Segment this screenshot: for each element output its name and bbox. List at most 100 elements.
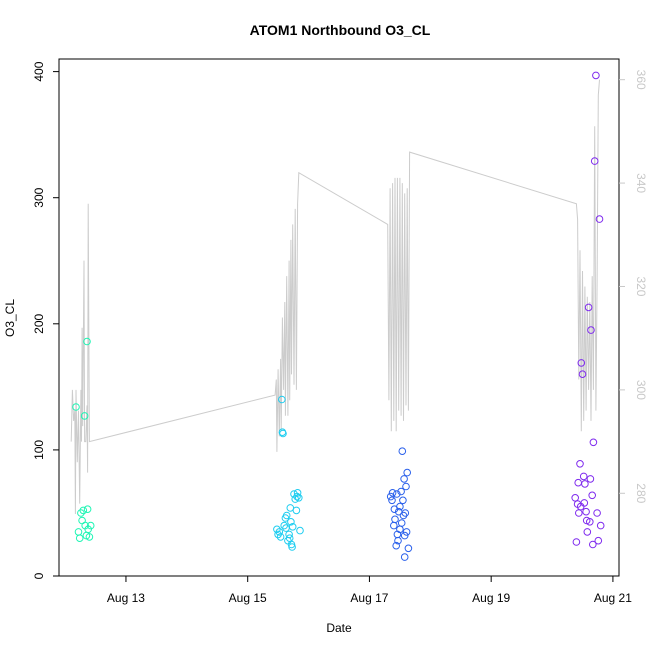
- data-point: [577, 359, 586, 367]
- data-point: [392, 541, 401, 550]
- data-point: [594, 536, 603, 545]
- data-point: [596, 521, 605, 530]
- x-axis: Aug 13 Aug 15 Aug 17 Aug 19 Aug 21: [107, 576, 632, 605]
- data-point: [77, 509, 85, 517]
- data-point: [75, 534, 84, 543]
- data-point: [86, 521, 95, 530]
- x-tick-label: Aug 17: [350, 591, 388, 605]
- data-point: [400, 553, 409, 561]
- data-point: [586, 475, 595, 483]
- data-point: [581, 480, 589, 488]
- data-point: [595, 215, 604, 223]
- data-point: [396, 502, 404, 511]
- data-point: [580, 499, 589, 507]
- data-point: [275, 528, 284, 536]
- data-point: [593, 509, 601, 517]
- y2-tick-label: 360: [634, 70, 648, 90]
- data-point: [579, 472, 588, 481]
- data-point: [402, 482, 410, 491]
- data-point: [74, 528, 83, 536]
- data-point: [397, 519, 406, 527]
- y-tick-label: 400: [32, 61, 46, 81]
- data-point: [588, 491, 597, 500]
- data-point: [291, 495, 300, 503]
- data-point: [83, 337, 91, 346]
- data-point: [386, 492, 395, 501]
- data-point: [572, 538, 581, 546]
- x-tick-label: Aug 13: [107, 591, 145, 605]
- data-point: [399, 511, 408, 520]
- data-point: [293, 492, 301, 501]
- data-point: [584, 303, 593, 312]
- data-point: [296, 526, 304, 535]
- data-point: [282, 511, 291, 520]
- data-point: [288, 543, 296, 551]
- data-point: [293, 489, 302, 497]
- y-axis: 0 100 200 300 400: [32, 61, 59, 579]
- y2-tick-label: 320: [634, 276, 648, 296]
- x-tick-label: Aug 15: [229, 591, 267, 605]
- data-point: [273, 525, 281, 534]
- data-point: [575, 509, 583, 517]
- data-point: [583, 528, 592, 536]
- data-point: [295, 494, 303, 502]
- data-point: [278, 395, 286, 404]
- points-layer: [72, 71, 605, 561]
- y2-tick-label: 300: [634, 380, 648, 400]
- data-point: [276, 533, 285, 541]
- y2-tick-label: 340: [634, 173, 648, 193]
- chart-title: ATOM1 Northbound O3_CL: [250, 22, 431, 38]
- data-point: [80, 412, 89, 420]
- data-point: [397, 487, 405, 496]
- y-tick-label: 300: [32, 187, 46, 207]
- data-point: [394, 536, 402, 545]
- data-point: [388, 489, 397, 497]
- data-point: [401, 509, 410, 517]
- secondary-y-axis: 280 300 320 340 360: [619, 70, 648, 504]
- data-point: [582, 516, 591, 525]
- data-point: [83, 505, 92, 514]
- data-point: [571, 494, 580, 502]
- data-point: [391, 515, 399, 524]
- data-point: [398, 447, 407, 456]
- data-point: [393, 490, 401, 498]
- ozone-trace-line: [70, 79, 600, 515]
- data-point: [72, 403, 80, 411]
- data-point: [79, 506, 88, 515]
- data-point: [404, 544, 413, 553]
- y-tick-label: 200: [32, 313, 46, 333]
- data-point: [576, 502, 585, 511]
- data-point: [587, 326, 595, 334]
- x-tick-label: Aug 21: [594, 591, 632, 605]
- y2-tick-label: 280: [634, 483, 648, 503]
- data-point: [292, 506, 301, 515]
- data-point: [578, 370, 587, 379]
- data-point: [400, 531, 409, 540]
- y-axis-label: O3_CL: [3, 299, 17, 337]
- plot-frame: [58, 58, 620, 577]
- data-point: [85, 533, 94, 541]
- data-point: [282, 524, 290, 532]
- data-point: [589, 540, 597, 549]
- ozone-trace-layer: [70, 79, 600, 515]
- data-point: [279, 429, 287, 438]
- data-point: [574, 478, 583, 487]
- x-tick-label: Aug 19: [472, 591, 510, 605]
- data-point: [576, 460, 584, 468]
- data-point: [590, 157, 599, 165]
- y-tick-label: 100: [32, 440, 46, 460]
- data-point: [280, 521, 289, 530]
- data-point: [400, 475, 408, 483]
- data-point: [582, 507, 590, 516]
- data-point: [403, 468, 412, 477]
- x-axis-label: Date: [326, 621, 352, 635]
- data-point: [390, 521, 398, 530]
- data-point: [402, 528, 411, 536]
- data-point: [589, 438, 598, 447]
- data-point: [592, 71, 600, 80]
- y-tick-label: 0: [32, 572, 46, 579]
- data-point: [399, 496, 407, 505]
- data-point: [287, 518, 295, 526]
- data-point: [388, 496, 396, 505]
